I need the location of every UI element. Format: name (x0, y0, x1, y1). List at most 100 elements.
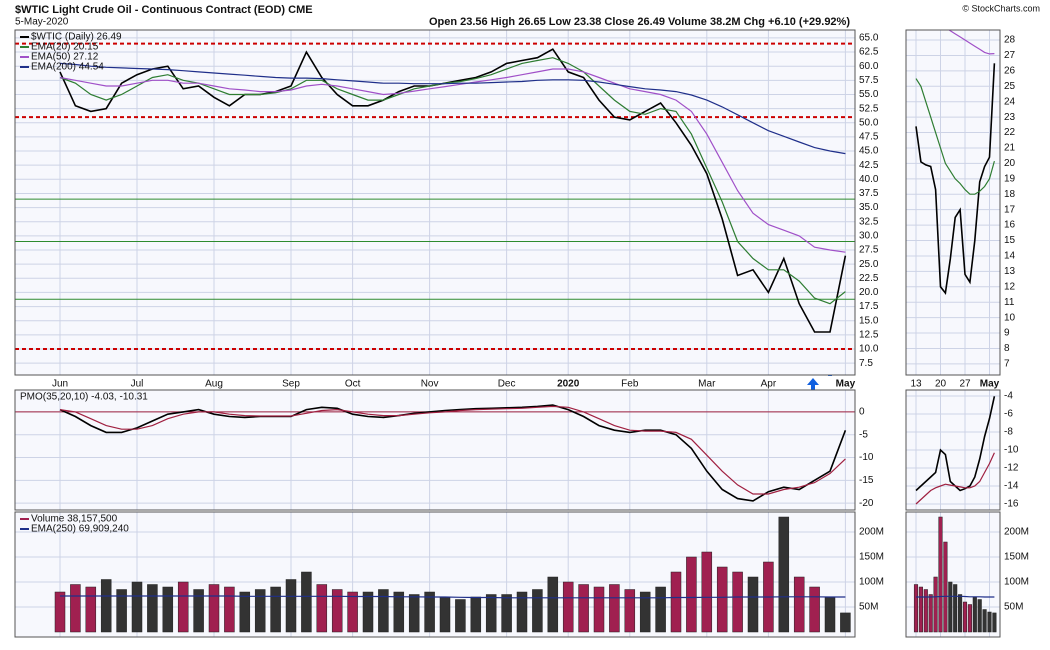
x-tick-label: Jun (52, 379, 68, 390)
y-tick-label: 42.5 (859, 160, 879, 171)
y-tick-label: -6 (1004, 409, 1013, 420)
series-line (916, 595, 995, 598)
x-tick-label: 2020 (557, 379, 580, 390)
plot-area (15, 30, 855, 375)
y-tick-label: -10 (1004, 445, 1019, 456)
y-tick-label: 12.5 (859, 329, 879, 340)
y-tick-label: 20 (1004, 158, 1016, 169)
y-tick-label: 150M (859, 552, 884, 563)
volume-bar (485, 594, 497, 633)
y-tick-label: 14 (1004, 251, 1016, 262)
y-tick-label: -10 (859, 452, 874, 463)
y-tick-label: 55.0 (859, 89, 879, 100)
volume-bar (778, 516, 790, 633)
series-line (915, 78, 995, 195)
volume-bar (609, 584, 620, 633)
volume-bar (378, 589, 389, 633)
volume-bar (208, 584, 220, 633)
legend-label: EMA(250) 69,909,240 (31, 524, 129, 535)
volume-bar (958, 594, 963, 633)
x-tick-label: 13 (910, 379, 922, 390)
x-tick-label: Oct (345, 379, 361, 390)
copyright: © StockCharts.com (962, 3, 1040, 13)
volume-bar (732, 571, 743, 633)
x-tick-label: Apr (761, 379, 777, 390)
panel-background (15, 390, 855, 510)
y-tick-label: -5 (859, 429, 868, 440)
panel-frame (905, 29, 1001, 376)
x-tick-label: Aug (205, 379, 223, 390)
x-tick-label: Feb (621, 379, 639, 390)
series-line (59, 62, 846, 155)
volume-bar (793, 576, 805, 633)
plot-area (906, 30, 1000, 375)
y-tick-label: -12 (1004, 463, 1019, 474)
volume-bar (624, 589, 636, 633)
volume-bar (316, 584, 328, 633)
volume-bar (70, 584, 81, 633)
volume-bar (562, 581, 574, 633)
y-tick-label: 62.5 (859, 47, 879, 58)
y-tick-label: 37.5 (859, 188, 879, 199)
volume-bar (362, 591, 374, 633)
arrow-marker (807, 378, 819, 392)
y-tick-label: 25 (1004, 81, 1016, 92)
chart-date: 5-May-2020 (15, 17, 69, 28)
y-tick-label: 18 (1004, 189, 1016, 200)
volume-bar (987, 611, 992, 633)
volume-bar (923, 589, 928, 633)
volume-bar (254, 589, 266, 633)
y-tick-label: 100M (859, 577, 884, 588)
y-tick-label: 16 (1004, 220, 1016, 231)
y-tick-label: 50M (1004, 602, 1023, 613)
volume-bar (943, 541, 948, 633)
volume-bar (532, 589, 543, 633)
series-line (947, 30, 995, 55)
y-tick-label: -4 (1004, 391, 1013, 402)
y-tick-label: 9 (1004, 328, 1010, 339)
volume-bar (393, 591, 405, 633)
chart-title: $WTIC Light Crude Oil - Continuous Contr… (15, 4, 313, 16)
x-tick-label: Jul (131, 379, 144, 390)
y-tick-label: 15 (1004, 235, 1016, 246)
series-line (59, 68, 846, 253)
plot-area (15, 512, 855, 637)
legend-label: EMA(200) 44.54 (31, 62, 104, 73)
volume-bar (639, 591, 651, 633)
volume-bar (301, 571, 312, 633)
volume-bar (347, 591, 358, 633)
x-tick-label: May (836, 379, 856, 390)
y-tick-label: 22 (1004, 127, 1016, 138)
y-tick-label: 23 (1004, 112, 1016, 123)
volume-bar (131, 581, 143, 633)
y-tick-label: 57.5 (859, 75, 879, 86)
y-tick-label: 24 (1004, 96, 1016, 107)
x-tick-label: 20 (935, 379, 947, 390)
y-tick-label: 35.0 (859, 202, 879, 213)
volume-bar (578, 584, 589, 633)
y-tick-label: -16 (1004, 499, 1019, 510)
y-tick-label: 65.0 (859, 33, 879, 44)
y-tick-label: 150M (1004, 552, 1029, 563)
panel-frame (14, 389, 856, 511)
volume-bar (547, 576, 559, 633)
volume-bar (918, 586, 923, 633)
volume-bar (239, 591, 251, 633)
series-line (59, 404, 847, 502)
y-tick-label: 7 (1004, 359, 1010, 370)
volume-bar (972, 596, 977, 633)
volume-bar (162, 586, 174, 633)
volume-bar (962, 601, 968, 633)
volume-bar (655, 586, 666, 633)
y-tick-label: -8 (1004, 427, 1013, 438)
volume-bar (439, 596, 451, 633)
volume-bar (933, 576, 938, 633)
volume-bar (809, 586, 820, 633)
volume-bar (177, 581, 189, 633)
y-tick-label: 15.0 (859, 315, 879, 326)
volume-bar (424, 591, 435, 633)
volume-bar (953, 584, 958, 633)
volume-bar (116, 589, 127, 633)
y-tick-label: 25.0 (859, 259, 879, 270)
